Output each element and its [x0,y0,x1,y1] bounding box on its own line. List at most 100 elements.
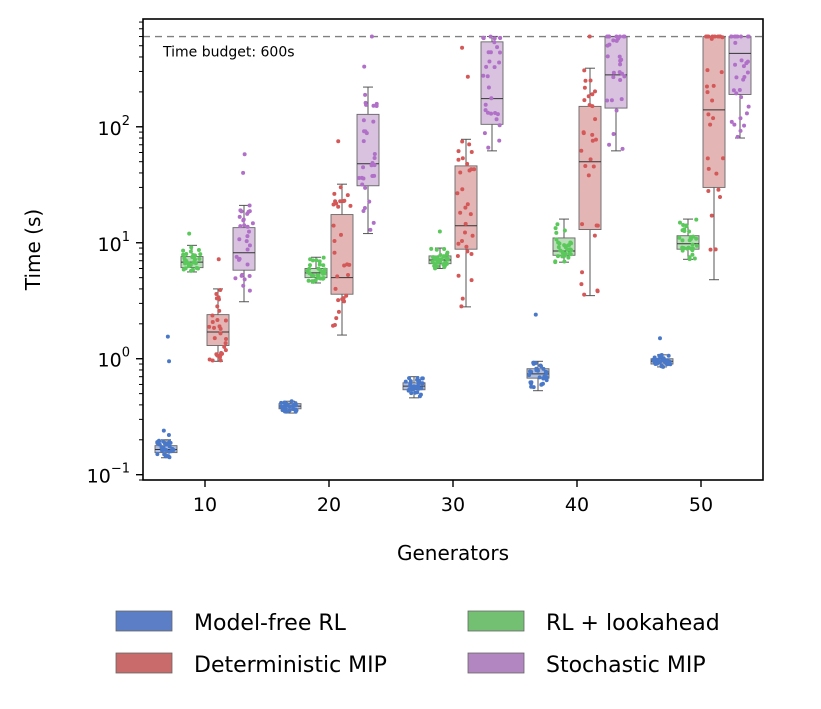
data-point [462,230,467,235]
data-point [587,103,592,108]
data-point [732,122,737,127]
data-point [162,452,167,457]
data-point [583,78,588,83]
data-point [247,203,252,208]
outlier-point [533,312,538,317]
data-point [690,242,695,247]
data-point [586,94,591,99]
data-point [285,409,290,414]
data-point [374,103,379,108]
outlier-point [362,64,367,69]
data-point [528,380,533,385]
data-point [332,191,337,196]
data-point [582,292,587,297]
data-point [492,40,497,45]
data-point [708,247,713,252]
data-point [607,42,612,47]
data-point [233,276,238,281]
data-point [237,256,242,261]
data-point [322,267,327,272]
data-point [191,260,196,265]
data-point [407,387,412,392]
data-point [495,112,500,117]
data-point [283,406,288,411]
data-point [731,88,736,93]
data-point [553,260,558,265]
data-point [460,139,465,144]
data-point [441,254,446,259]
data-point [467,168,472,173]
data-point [469,278,474,283]
data-point [554,230,559,235]
data-point [408,379,413,384]
data-point [664,361,669,366]
legend-swatch [115,652,173,674]
data-point [340,297,345,302]
data-point [372,173,377,178]
data-point [487,59,492,64]
data-point [181,252,186,257]
data-point [470,233,475,238]
data-point [483,108,488,113]
data-point [207,357,212,362]
data-point [442,247,447,252]
data-point [218,352,223,357]
data-point [321,255,326,260]
data-point [694,236,699,241]
data-point [704,84,709,89]
data-point [692,256,697,261]
data-point [560,250,565,255]
legend-label: Deterministic MIP [194,653,387,678]
data-point [489,96,494,101]
data-point [164,442,169,447]
legend-label: Stochastic MIP [546,653,706,678]
data-point [372,155,377,160]
data-point [318,268,323,273]
data-point [342,263,347,268]
data-point [460,187,465,192]
data-point [706,188,711,193]
data-point [605,54,610,59]
data-point [661,356,666,361]
data-point [593,89,598,94]
data-point [544,370,549,375]
data-point [348,203,353,208]
data-point [188,249,193,254]
data-point [739,95,744,100]
data-point [591,164,596,169]
data-point [210,320,215,325]
box [702,36,726,188]
data-point [408,383,413,388]
data-point [242,277,247,282]
data-point [241,218,246,223]
data-point [445,256,450,261]
data-point [580,270,585,275]
data-point [434,247,439,252]
data-point [488,50,493,55]
data-point [566,243,571,248]
outlier-point [437,229,442,234]
data-point [317,262,322,267]
data-point [581,130,586,135]
data-point [680,238,685,243]
data-point [168,440,173,445]
data-point [245,211,250,216]
data-point [543,375,548,380]
data-point [184,252,189,257]
data-point [190,267,195,272]
outlier-point [187,231,192,236]
y-tick-label: 100 [98,346,130,372]
data-point [315,273,320,278]
data-point [742,74,747,79]
data-point [338,185,343,190]
data-point [338,199,343,204]
data-point [687,238,692,243]
data-point [212,325,217,330]
data-point [497,60,502,65]
data-point [210,313,215,318]
data-point [332,322,337,327]
outlier-point [460,45,465,50]
data-point [307,263,312,268]
data-point [184,258,189,263]
data-point [371,119,376,124]
